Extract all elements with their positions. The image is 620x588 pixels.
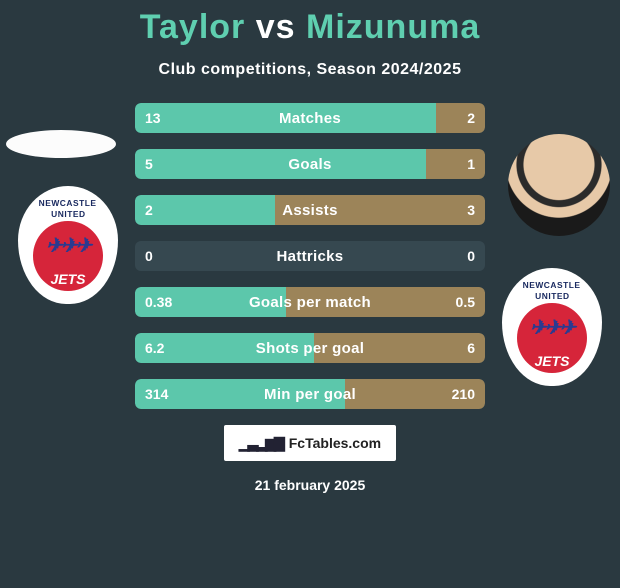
badge-text-top: NEWCASTLE (39, 199, 97, 208)
brand-text: FcTables.com (289, 435, 381, 451)
stat-row: 314210Min per goal (135, 379, 485, 409)
stats-container: 132Matches 51Goals 23Assists 00Hattricks 0.3… (135, 103, 485, 409)
stat-row: 0.380.5Goals per match (135, 287, 485, 317)
player2-club-badge: NEWCASTLE UNITED ✈✈✈ JETS (502, 268, 602, 386)
player2-avatar (508, 134, 610, 236)
comparison-title: Taylor vs Mizunuma (0, 8, 620, 47)
stat-row: 6.26Shots per goal (135, 333, 485, 363)
player1-avatar (6, 130, 116, 158)
stat-label: Matches (135, 103, 485, 133)
badge-jets: JETS (534, 353, 569, 369)
player2-name: Mizunuma (306, 8, 480, 46)
player1-name: Taylor (140, 8, 246, 46)
badge-text-mid: UNITED (51, 210, 85, 219)
badge-jets: JETS (50, 271, 85, 287)
publication-date: 21 february 2025 (0, 477, 620, 493)
stat-row: 51Goals (135, 149, 485, 179)
badge-text-mid: UNITED (535, 292, 569, 301)
badge-shield: ✈✈✈ JETS (33, 221, 103, 291)
stat-label: Assists (135, 195, 485, 225)
badge-text-top: NEWCASTLE (523, 281, 581, 290)
stat-label: Shots per goal (135, 333, 485, 363)
stat-row: 132Matches (135, 103, 485, 133)
chart-icon: ▁▃▂▆▇ (239, 435, 283, 452)
planes-icon: ✈✈✈ (530, 315, 574, 340)
stat-row: 00Hattricks (135, 241, 485, 271)
stat-label: Hattricks (135, 241, 485, 271)
badge-shield: ✈✈✈ JETS (517, 303, 587, 373)
planes-icon: ✈✈✈ (46, 233, 90, 258)
vs-label: vs (256, 8, 296, 46)
stat-label: Goals (135, 149, 485, 179)
brand-badge: ▁▃▂▆▇ FcTables.com (224, 425, 396, 461)
stat-row: 23Assists (135, 195, 485, 225)
player1-club-badge: NEWCASTLE UNITED ✈✈✈ JETS (18, 186, 118, 304)
subtitle: Club competitions, Season 2024/2025 (0, 61, 620, 79)
stat-label: Min per goal (135, 379, 485, 409)
stat-label: Goals per match (135, 287, 485, 317)
